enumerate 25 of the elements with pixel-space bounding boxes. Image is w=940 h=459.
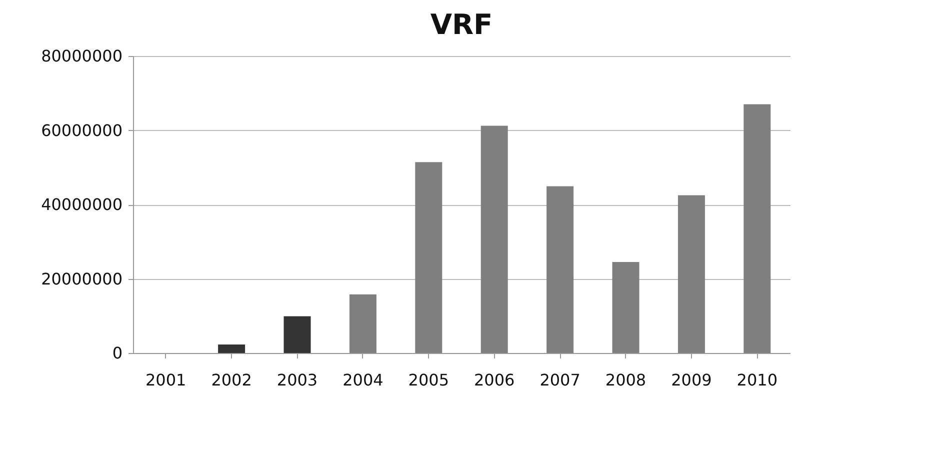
x-tick-label: 2001	[145, 370, 186, 390]
x-tick-label: 2008	[605, 370, 646, 390]
y-tick-label: 60000000	[41, 120, 122, 140]
bar	[678, 195, 705, 353]
bar	[480, 126, 508, 353]
x-tick-label: 2003	[276, 370, 318, 390]
x-tick-label: 2004	[342, 370, 384, 390]
bar	[349, 294, 376, 353]
bar	[744, 104, 771, 353]
y-tick-label: 0	[112, 344, 122, 362]
bar	[415, 162, 442, 353]
x-tick-label: 2005	[408, 370, 450, 390]
x-tick-label: 2009	[671, 370, 712, 390]
x-tick-label: 2010	[736, 370, 778, 390]
x-tick-label: 2002	[211, 370, 252, 390]
x-tick-label: 2007	[540, 370, 580, 390]
y-tick-label: 20000000	[41, 269, 122, 288]
y-tick-label: 40000000	[41, 195, 122, 214]
y-tick-label: 80000000	[41, 46, 122, 66]
bar	[218, 344, 246, 353]
bar	[612, 262, 640, 353]
x-tick-label: 2006	[474, 370, 515, 390]
bar	[284, 316, 311, 353]
bar	[546, 186, 574, 353]
chart-title: VRF	[430, 8, 493, 41]
